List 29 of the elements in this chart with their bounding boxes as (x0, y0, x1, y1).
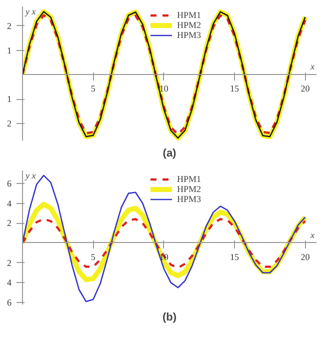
y-tick-label: 1 (7, 94, 12, 104)
x-tick-label: 15 (230, 252, 240, 262)
x-tick-label: 20 (300, 252, 310, 262)
y-tick-label: 2 (7, 20, 12, 31)
y-tick-label: 4 (7, 278, 12, 288)
legend-label: HPM2 (177, 20, 202, 30)
y-tick-label: 2 (7, 118, 12, 128)
x-tick-label: 10 (159, 252, 169, 262)
y-tick-label: 6 (7, 178, 12, 188)
x-axis-title: x (310, 62, 315, 72)
y-tick-label: 1 (7, 45, 12, 56)
legend-label: HPM2 (177, 184, 202, 194)
text: (a) (162, 148, 177, 160)
y-tick-label: 6 (7, 298, 12, 308)
legend-label: HPM1 (177, 174, 202, 184)
x-tick-label: 20 (300, 84, 310, 94)
y-tick-label: 2 (7, 258, 12, 268)
y-axis-title: y x (24, 170, 36, 180)
x-tick-label: 5 (90, 84, 96, 94)
y-tick-label: 4 (7, 198, 12, 208)
legend-label: HPM3 (177, 30, 202, 40)
x-axis-title: x (310, 230, 315, 240)
y-tick-label: 2 (7, 218, 12, 228)
x-tick-label: 5 (90, 252, 96, 262)
y-axis-title: y x (24, 6, 36, 16)
legend-label: HPM1 (177, 10, 202, 20)
text: (b) (162, 312, 177, 324)
legend-label: HPM3 (177, 194, 202, 204)
x-tick-label: 15 (230, 84, 240, 94)
